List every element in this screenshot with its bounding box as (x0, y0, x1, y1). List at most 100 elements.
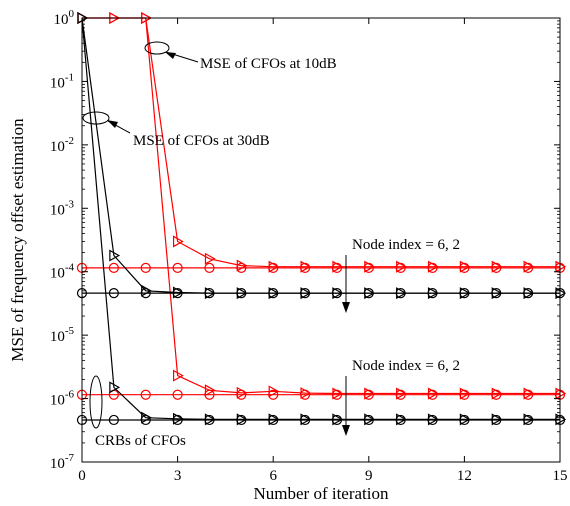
series-7-point (140, 414, 151, 426)
series-2-point (299, 262, 311, 273)
series-6 (76, 288, 566, 299)
series-1-point (204, 384, 216, 397)
annotation-mse-10db-text: MSE of CFOs at 10dB (200, 56, 337, 72)
annotation-node-index-upper: Node index = 6, 2 (342, 237, 460, 313)
ellipse-30db (82, 111, 110, 125)
series-6-point (523, 288, 534, 299)
series-3-point (395, 389, 406, 400)
annotation-mse-10db: MSE of CFOs at 10dB (144, 41, 337, 72)
series-7-point (427, 414, 438, 426)
series-2-point (108, 262, 119, 273)
series-1-point (173, 369, 184, 382)
series-3-point (268, 389, 279, 400)
series-3-point (331, 389, 343, 400)
y-tick-label: 10-7 (50, 452, 75, 472)
ellipse-crbs (89, 375, 103, 429)
series-2-point (268, 262, 279, 273)
series-1-point (268, 385, 280, 398)
node-index-upper-arrowhead (342, 302, 350, 313)
series-1-line (82, 17, 560, 395)
series-7-point (108, 414, 119, 426)
series-6-point (331, 288, 343, 299)
series-6-point (299, 288, 311, 299)
series-0-point (173, 235, 184, 248)
ellipse-10db (144, 41, 170, 55)
series-3-point (523, 389, 534, 400)
y-tick-label: 10-2 (50, 135, 74, 155)
series-7-point (363, 414, 374, 426)
tick-layer: 0 3 6 9 12 15 10-7 10-6 10-5 10-4 10-3 10-2 10-1 100 (50, 8, 568, 484)
x-tick-label: 12 (457, 468, 472, 484)
series-6-point (491, 288, 502, 299)
y-tick-label: 10-1 (50, 71, 74, 91)
arrowhead-30db (107, 120, 118, 128)
series-7-point (395, 414, 406, 426)
series-7-point (491, 414, 502, 426)
node-index-lower-arrowhead (342, 425, 350, 436)
series-7-point (172, 414, 183, 426)
y-tick-label: 10-3 (50, 198, 75, 218)
series-7 (76, 414, 566, 426)
series-layer (76, 11, 567, 426)
series-3-point (204, 389, 215, 400)
series-7-point (523, 414, 534, 426)
series-6-point (140, 288, 151, 299)
series-2-point (236, 262, 247, 273)
plot-area (82, 18, 560, 462)
series-2-point (491, 262, 502, 273)
annotation-mse-30db: MSE of CFOs at 30dB (82, 111, 270, 149)
series-2-point (331, 262, 343, 273)
annotation-node-index-lower: Node index = 6, 2 (342, 358, 460, 436)
series-6-point (268, 288, 279, 299)
series-6-point (108, 288, 119, 299)
series-6-point (427, 288, 438, 299)
series-0-line (82, 17, 560, 268)
series-2-point (523, 262, 534, 273)
annotation-crbs-text: CRBs of CFOs (95, 433, 186, 449)
plot-frame (81, 17, 561, 463)
series-6-point (172, 288, 183, 299)
series-6-point (236, 288, 247, 299)
series-6-point (204, 288, 215, 299)
series-6-point (395, 288, 406, 299)
series-3-point (363, 389, 374, 400)
series-5-point (109, 381, 121, 394)
series-6-point (363, 288, 374, 299)
series-7-point (299, 414, 311, 426)
series-2-point (395, 262, 406, 273)
arrowhead-10db (165, 52, 176, 59)
node-index-lower-text: Node index = 6, 2 (352, 358, 460, 374)
series-7-point (204, 414, 215, 426)
series-2-point (204, 262, 215, 273)
y-tick-label: 10-4 (50, 262, 75, 282)
series-3-point (299, 389, 311, 400)
series-2-point (140, 262, 151, 273)
series-3 (76, 389, 566, 400)
y-axis-label: MSE of frequency offset estimation (8, 118, 27, 362)
series-3-point (172, 389, 183, 400)
series-3-point (427, 389, 438, 400)
x-axis-label: Number of iteration (253, 484, 389, 503)
annotation-crbs: CRBs of CFOs (89, 375, 186, 449)
y-tick-label: 10-5 (50, 325, 75, 345)
series-2-point (427, 262, 438, 273)
x-tick-label: 3 (174, 468, 182, 484)
x-tick-label: 6 (269, 468, 277, 484)
series-2-point (363, 262, 374, 273)
node-index-upper-text: Node index = 6, 2 (352, 237, 460, 253)
y-tick-label: 10-6 (50, 389, 75, 409)
series-2-point (172, 262, 183, 273)
series-3-point (459, 389, 470, 400)
series-3-point (491, 389, 502, 400)
x-tick-label: 0 (78, 468, 86, 484)
series-4-point (109, 249, 121, 262)
series-7-point (236, 414, 247, 426)
x-tick-label: 15 (553, 468, 568, 484)
series-3-point (140, 389, 151, 400)
series-0-point (204, 252, 216, 265)
series-2-point (459, 262, 470, 273)
series-7-point (331, 414, 343, 426)
x-tick-label: 9 (365, 468, 373, 484)
series-7-point (459, 414, 470, 426)
